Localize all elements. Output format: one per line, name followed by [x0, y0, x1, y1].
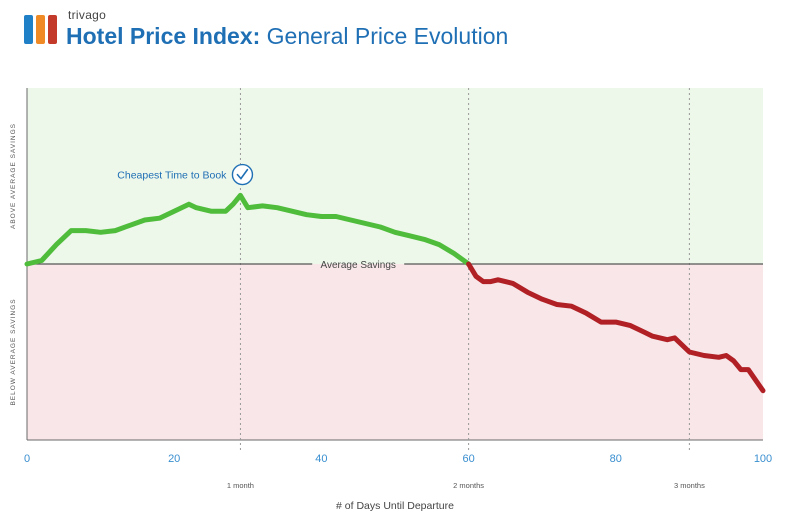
trivago-logo	[24, 15, 57, 44]
title-light-part: General Price Evolution	[260, 23, 509, 49]
x-tick-label: 20	[168, 453, 180, 465]
logo-bar-red	[48, 15, 57, 44]
title-block: trivago Hotel Price Index: General Price…	[66, 8, 508, 50]
logo-bar-orange	[36, 15, 45, 44]
y-axis-label-above: ABOVE AVERAGE SAVINGS	[10, 123, 17, 229]
month-marker-label: 2 months	[453, 481, 484, 490]
below-average-region	[27, 264, 763, 440]
month-marker-label: 1 month	[227, 481, 254, 490]
checkmark-icon	[231, 163, 254, 186]
above-average-series-line	[24, 192, 472, 267]
checkmark-icon-tick	[236, 168, 249, 180]
brand-name: trivago	[68, 8, 107, 22]
x-tick-label: 60	[462, 453, 474, 465]
x-tick-label: 40	[315, 453, 327, 465]
x-axis-label: # of Days Until Departure	[336, 500, 454, 512]
x-tick-label: 0	[24, 453, 30, 465]
header: trivago Hotel Price Index: General Price…	[24, 8, 508, 50]
y-axis-label-below: BELOW AVERAGE SAVINGS	[10, 298, 17, 405]
cheapest-time-annotation: Cheapest Time to Book	[117, 170, 227, 182]
title-bold-part: Hotel Price Index:	[66, 23, 261, 49]
average-savings-label: Average Savings	[320, 260, 395, 271]
logo-bar-blue	[24, 15, 33, 44]
month-marker-label: 3 months	[674, 481, 705, 490]
x-tick-label: 80	[610, 453, 622, 465]
below-average-series-line	[466, 261, 766, 394]
x-tick-label: 100	[754, 453, 772, 465]
chart-title: Hotel Price Index: General Price Evoluti…	[66, 22, 508, 50]
